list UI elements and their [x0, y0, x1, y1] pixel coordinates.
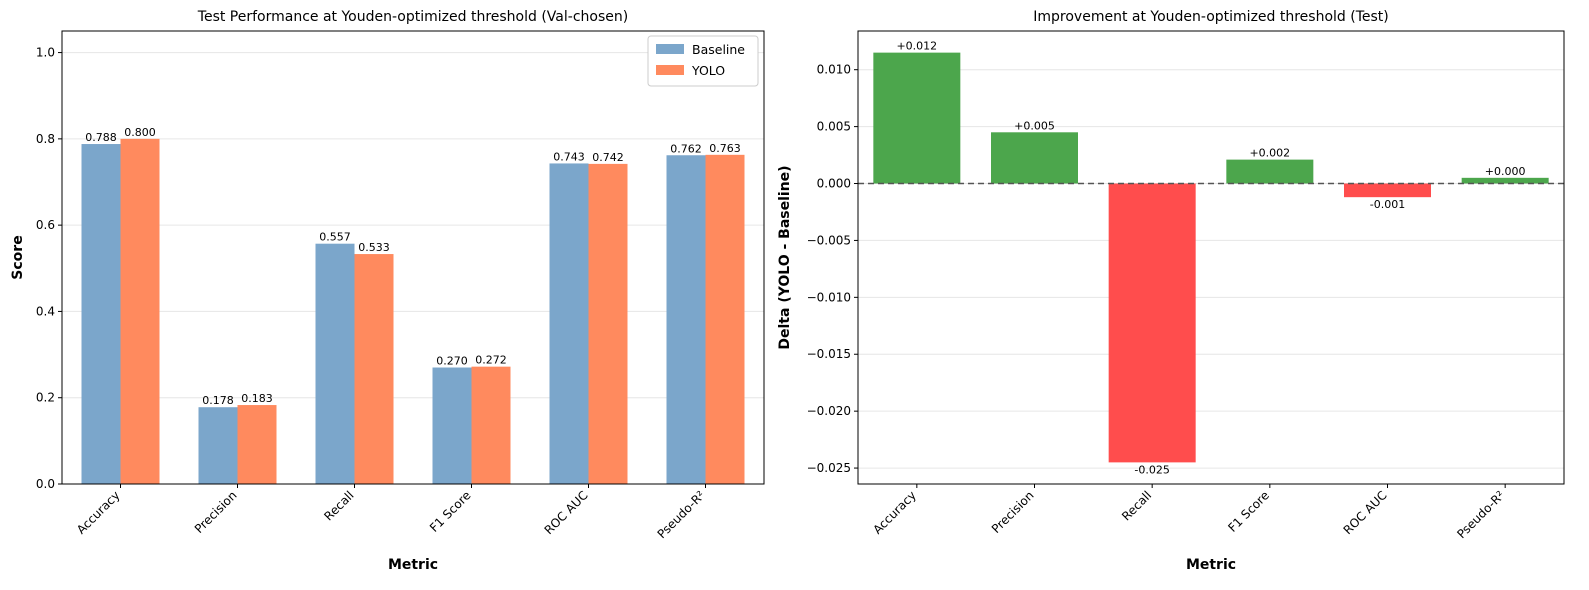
right-y-tick-label: 0.010 [817, 63, 851, 77]
left-x-tick-label: Precision [192, 488, 240, 536]
right-y-axis-label: Delta (YOLO - Baseline) [777, 165, 793, 349]
left-x-tick-label: Recall [321, 488, 356, 523]
data-label-yolo-recall: 0.533 [358, 241, 390, 254]
left-y-tick-label: 0.0 [36, 477, 55, 491]
right-y-tick-label: −0.005 [807, 233, 851, 247]
right-x-tick-label: ROC AUC [1341, 488, 1390, 537]
data-label-yolo-accuracy: 0.800 [124, 126, 156, 139]
data-label-baseline-recall: 0.557 [319, 231, 351, 244]
left-plot-frame [61, 30, 765, 485]
bar-baseline-recall [315, 243, 355, 484]
legend-label-baseline: Baseline [692, 42, 745, 57]
left-x-tick-label: Pseudo-R² [655, 488, 708, 541]
data-label-yolo-pseudo-r: 0.763 [709, 142, 741, 155]
delta-bar-accuracy [873, 52, 961, 184]
right-y-tick-label: 0.005 [817, 120, 851, 134]
data-label-baseline-pseudo-r: 0.762 [670, 142, 702, 155]
right-y-tick-label: −0.020 [807, 404, 851, 418]
right-x-tick-label: F1 Score [1225, 488, 1272, 535]
bar-yolo-recall [354, 254, 394, 484]
left-x-tick-label: Accuracy [74, 488, 123, 537]
right-x-tick-label: Accuracy [870, 488, 919, 537]
data-label-yolo-precision: 0.183 [241, 392, 273, 405]
bar-yolo-f1-score [471, 366, 511, 484]
data-label-baseline-roc-auc: 0.743 [553, 150, 585, 163]
right-x-ticks: Accuracy Precision Recall F1 Score ROC AUC Ps… [870, 484, 1507, 541]
data-label-baseline-precision: 0.178 [202, 394, 234, 407]
delta-label-f1-score: +0.002 [1249, 147, 1290, 160]
bar-baseline-accuracy [81, 144, 121, 484]
left-bars [81, 138, 745, 484]
bar-yolo-precision [237, 405, 277, 484]
data-label-baseline-f1-score: 0.270 [436, 355, 468, 368]
legend-swatch-yolo [656, 65, 684, 75]
right-chart-title: Improvement at Youden-optimized threshol… [1033, 9, 1389, 25]
left-y-tick-label: 1.0 [36, 46, 55, 60]
right-y-tick-label: −0.010 [807, 290, 851, 304]
delta-bar-roc-auc [1344, 183, 1431, 198]
right-x-tick-label: Recall [1119, 488, 1154, 523]
data-label-yolo-roc-auc: 0.742 [592, 151, 624, 164]
legend-label-yolo: YOLO [691, 63, 725, 78]
right-y-tick-label: 0.000 [817, 177, 851, 191]
left-x-axis-label: Metric [388, 557, 438, 573]
delta-label-precision: +0.005 [1014, 119, 1055, 132]
delta-label-pseudo-r: +0.000 [1485, 165, 1526, 178]
right-gridlines [858, 69, 1564, 469]
bar-baseline-pseudo-r [666, 155, 706, 484]
right-y-ticks: 0.010 0.005 0.000 −0.005 −0.010 −0.015 −0.020 −… [807, 63, 858, 475]
data-label-baseline-accuracy: 0.788 [85, 131, 117, 144]
right-x-tick-label: Pseudo-R² [1454, 488, 1507, 541]
left-data-labels: 0.788 0.178 0.557 0.270 0.743 0.762 0.800 0.183… [85, 126, 741, 407]
left-x-tick-label: ROC AUC [542, 488, 591, 537]
left-y-tick-label: 0.4 [36, 304, 55, 318]
left-y-axis-label: Score [10, 235, 26, 279]
legend-swatch-baseline [656, 44, 684, 54]
left-chart-title: Test Performance at Youden-optimized thr… [197, 9, 628, 25]
bar-yolo-pseudo-r [705, 154, 745, 484]
delta-label-roc-auc: -0.001 [1370, 198, 1405, 211]
right-chart: +0.012 +0.005 -0.025 +0.002 -0.001 +0.000 0.0… [777, 9, 1565, 573]
delta-label-accuracy: +0.012 [896, 40, 937, 53]
bar-yolo-roc-auc [588, 163, 628, 484]
right-x-tick-label: Precision [989, 488, 1037, 536]
left-y-tick-label: 0.2 [36, 391, 55, 405]
delta-bar-precision [991, 132, 1078, 184]
left-y-ticks: 0.0 0.2 0.4 0.6 0.8 1.0 [36, 46, 62, 491]
delta-bar-f1-score [1226, 159, 1314, 184]
left-y-tick-label: 0.8 [36, 132, 55, 146]
right-bars [873, 52, 1549, 463]
delta-label-recall: -0.025 [1134, 463, 1169, 476]
bar-baseline-f1-score [432, 367, 472, 484]
legend: Baseline YOLO [647, 35, 759, 87]
bar-baseline-precision [198, 407, 238, 484]
left-chart: 0.788 0.178 0.557 0.270 0.743 0.762 0.800 0.183… [10, 9, 765, 573]
delta-bar-recall [1108, 183, 1196, 463]
right-y-tick-label: −0.015 [807, 347, 851, 361]
left-gridlines [62, 52, 764, 485]
bar-baseline-roc-auc [549, 163, 589, 484]
right-plot-frame [857, 30, 1565, 485]
left-x-ticks: Accuracy Precision Recall F1 Score ROC AUC Ps… [74, 484, 708, 541]
right-y-tick-label: −0.025 [807, 461, 851, 475]
data-label-yolo-f1-score: 0.272 [475, 354, 507, 367]
bar-yolo-accuracy [120, 138, 160, 484]
right-data-labels: +0.012 +0.005 -0.025 +0.002 -0.001 +0.000 [896, 40, 1525, 477]
left-x-tick-label: F1 Score [427, 488, 474, 535]
left-y-tick-label: 0.6 [36, 218, 55, 232]
right-x-axis-label: Metric [1186, 557, 1236, 573]
delta-bar-pseudo-r [1461, 177, 1549, 184]
